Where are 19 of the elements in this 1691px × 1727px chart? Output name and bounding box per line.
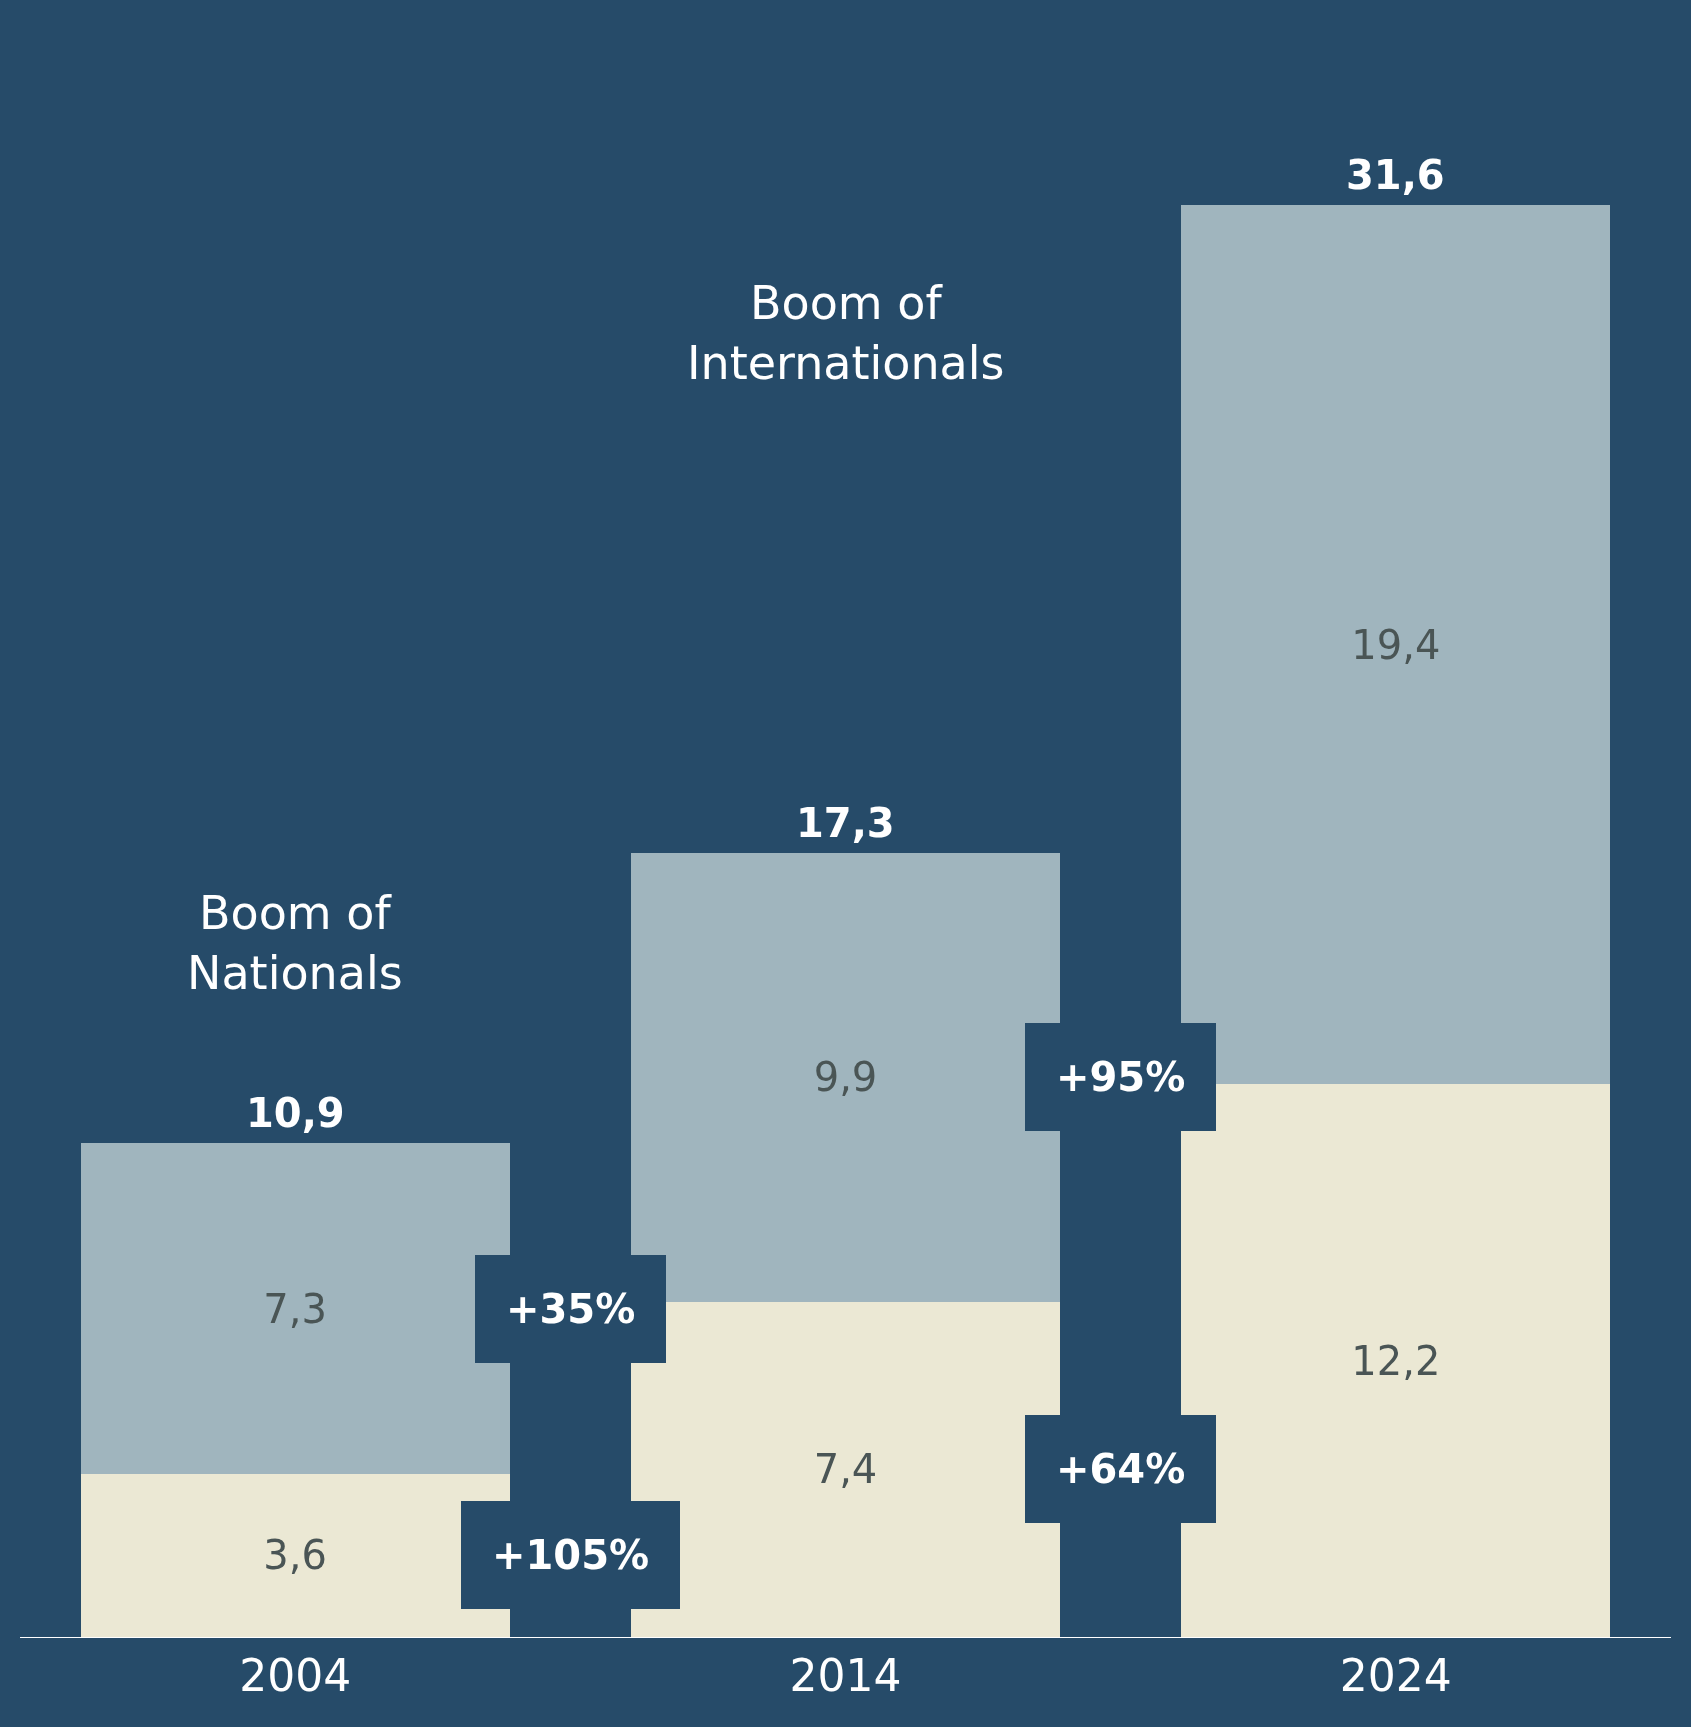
x-tick-label: 2014 (789, 1649, 902, 1701)
data-label: 3,6 (263, 1532, 327, 1579)
annotation: +95% (1056, 1054, 1186, 1100)
data-label: 9,9 (813, 1054, 878, 1101)
data-label: 7,4 (813, 1446, 878, 1493)
x-tick-label: 2004 (239, 1649, 352, 1701)
total-label: 10,9 (246, 1090, 345, 1136)
total-label: 31,6 (1346, 152, 1445, 198)
annotation: +64% (1056, 1446, 1186, 1492)
data-label: 19,4 (1351, 621, 1441, 668)
x-tick-label: 2024 (1339, 1649, 1452, 1701)
bar (80, 1143, 510, 1474)
annotation: +35% (506, 1286, 636, 1332)
annotation: +105% (492, 1532, 650, 1578)
annotation: Boom of Internationals (687, 276, 1005, 390)
annotation: Boom of Nationals (187, 886, 403, 1000)
data-label: 7,3 (263, 1285, 327, 1332)
data-label: 12,2 (1351, 1337, 1441, 1384)
total-label: 17,3 (796, 800, 895, 846)
